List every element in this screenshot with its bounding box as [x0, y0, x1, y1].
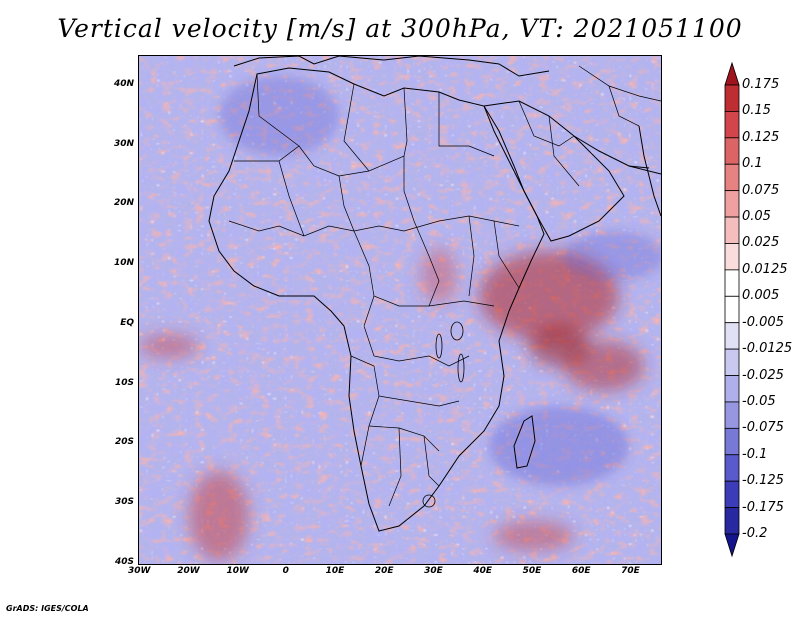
x-tick-label: 20E [374, 566, 394, 576]
x-tick-label: 70E [621, 566, 640, 576]
y-tick-label: 40S [114, 557, 134, 567]
legend-level-label: -0.1 [742, 446, 768, 462]
legend-level-label: 0.005 [742, 288, 780, 304]
legend-swatch [724, 216, 740, 244]
x-tick-label: 10W [226, 566, 249, 576]
legend-level-label: -0.025 [742, 367, 784, 383]
y-tick-label: 30S [114, 497, 134, 508]
legend-level-label: 0.125 [742, 129, 780, 145]
x-tick-label: 0 [282, 566, 289, 576]
legend-swatch [724, 454, 740, 482]
legend-level-label: 0.1 [742, 156, 763, 172]
y-tick-label: 10N [113, 258, 134, 269]
map-title: Vertical velocity [m/s] at 300hPa, VT: 2… [57, 14, 743, 43]
legend-swatch [724, 137, 740, 165]
legend-level-label: 0.025 [742, 235, 780, 251]
legend-swatch [724, 269, 740, 297]
legend-swatch [724, 401, 740, 429]
legend-level-label: -0.075 [742, 420, 784, 436]
legend-swatch [724, 243, 740, 271]
y-tick-label: 30N [113, 138, 134, 149]
x-tick-label: 10E [325, 566, 345, 576]
y-tick-label: 20N [113, 198, 134, 209]
x-tick-label: 60E [571, 566, 591, 576]
legend-swatch [724, 480, 740, 508]
legend-level-label: 0.15 [742, 103, 771, 119]
legend-level-label: -0.05 [742, 393, 776, 409]
coastlines [208, 56, 661, 532]
legend-level-label: -0.005 [742, 314, 784, 330]
legend-level-label: 0.175 [742, 77, 780, 92]
legend-level-label: 0.05 [742, 209, 771, 225]
legend-level-label: 0.075 [742, 182, 780, 198]
legend-level-label: -0.125 [742, 473, 784, 489]
legend-level-label: -0.175 [742, 499, 784, 515]
downdraft-regions [219, 76, 661, 486]
y-tick-label: 40N [113, 78, 134, 89]
y-tick-label: EQ [120, 317, 134, 328]
y-tick-label: 10S [114, 377, 134, 388]
legend-swatch [724, 427, 740, 456]
velocity-field [139, 56, 661, 564]
grads-credit: GrADS: IGES/COLA [6, 604, 89, 613]
legend-level-label: 0.0125 [742, 261, 788, 277]
legend-swatch [724, 295, 740, 324]
legend-swatch [724, 111, 740, 139]
legend-swatch [724, 507, 740, 535]
legend-swatch [724, 190, 740, 218]
x-tick-label: 20W [177, 566, 200, 576]
legend-swatch [724, 163, 740, 192]
y-tick-label: 20S [114, 437, 134, 448]
lakes [422, 321, 465, 508]
x-tick-label: 30E [424, 566, 443, 576]
legend-level-label: -0.0125 [742, 341, 793, 357]
x-tick-label: 30W [128, 566, 151, 576]
x-tick-label: 50E [522, 566, 542, 576]
legend-swatch [724, 84, 740, 112]
legend-swatch [724, 348, 740, 376]
legend-arrow-top [724, 61, 740, 86]
map-panel[interactable] [138, 55, 662, 565]
country-borders [228, 65, 661, 507]
legend-level-label: -0.2 [742, 526, 768, 541]
legend-swatch [724, 375, 740, 403]
legend-swatch [724, 322, 740, 350]
legend-arrow-bottom [724, 533, 740, 558]
x-tick-label: 40E [473, 566, 493, 576]
updraft-regions [139, 248, 644, 561]
